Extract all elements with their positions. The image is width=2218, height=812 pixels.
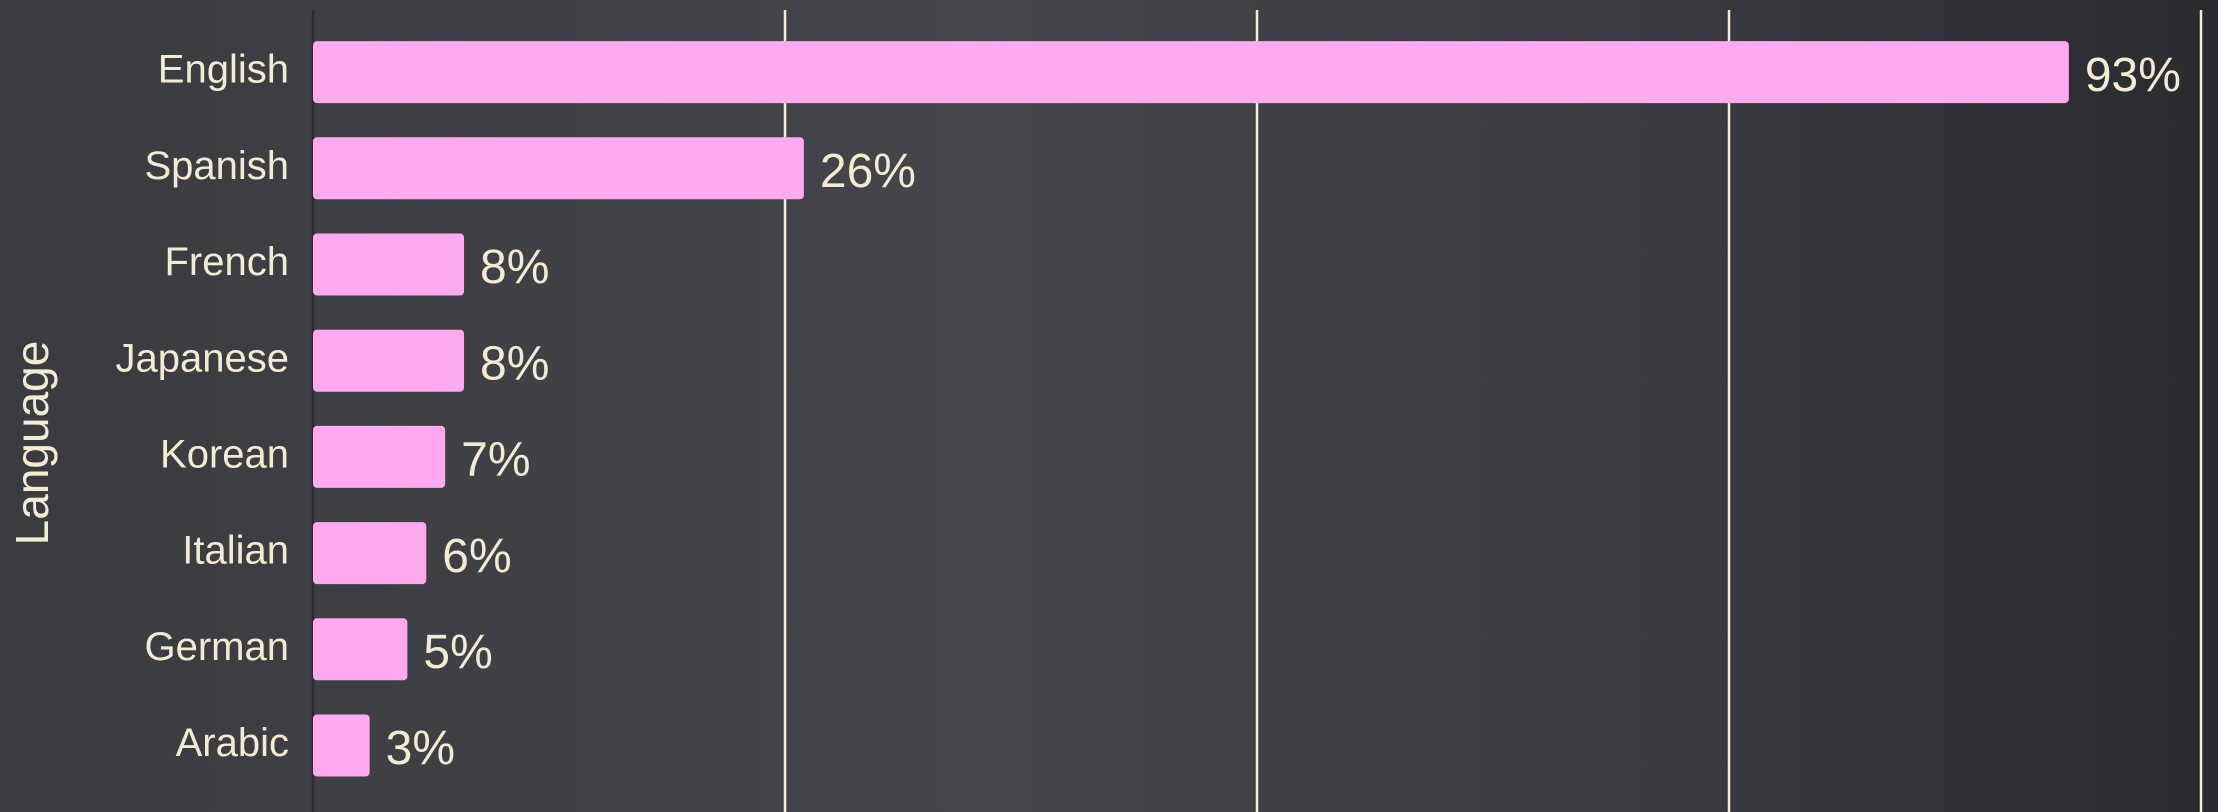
y-tick-label: Korean bbox=[160, 432, 289, 476]
value-label: 26% bbox=[820, 145, 916, 198]
bar bbox=[313, 329, 465, 392]
value-label: 8% bbox=[480, 337, 549, 390]
y-tick-label: French bbox=[165, 240, 290, 284]
value-label: 8% bbox=[480, 241, 549, 294]
y-tick-label: Italian bbox=[182, 529, 289, 573]
bar bbox=[313, 425, 446, 488]
y-tick-label: Arabic bbox=[176, 721, 289, 765]
bar bbox=[313, 41, 2069, 104]
y-tick-label: Spanish bbox=[144, 144, 289, 188]
y-tick-label: German bbox=[145, 625, 290, 669]
bar bbox=[313, 714, 370, 777]
value-label: 93% bbox=[2085, 49, 2181, 102]
bar bbox=[313, 618, 408, 681]
bar bbox=[313, 233, 465, 296]
y-axis-label: Language bbox=[6, 341, 58, 546]
value-label: 7% bbox=[461, 434, 530, 487]
value-label: 3% bbox=[386, 722, 455, 775]
y-tick-label: English bbox=[158, 48, 289, 92]
y-tick-label: Japanese bbox=[116, 336, 289, 380]
bar bbox=[313, 522, 427, 585]
value-label: 6% bbox=[442, 530, 511, 583]
value-label: 5% bbox=[423, 626, 492, 679]
bar bbox=[313, 137, 804, 200]
